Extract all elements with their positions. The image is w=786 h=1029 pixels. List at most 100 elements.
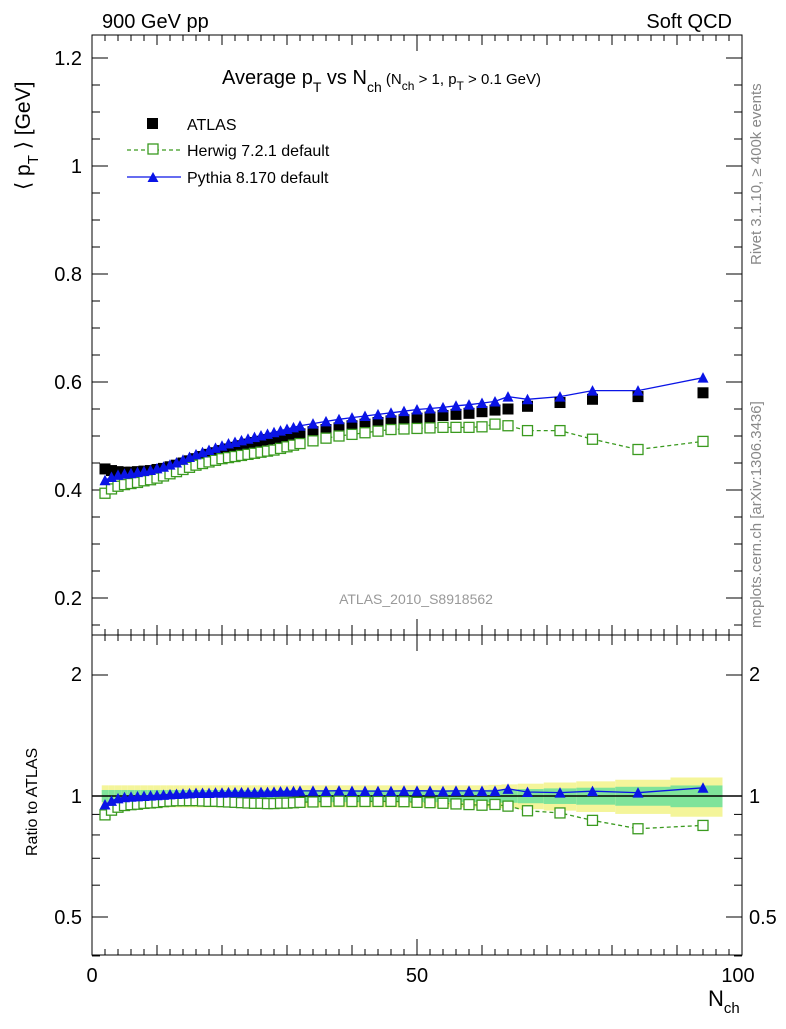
pythia-ratio-point	[697, 782, 709, 793]
pythia-ratio-point	[463, 785, 475, 796]
y-axis-label-close: ⟩ [GeV]	[12, 82, 35, 156]
y-axis-label: ⟨ pT ⟩ [GeV]	[12, 82, 42, 190]
herwig-point	[411, 422, 423, 435]
pythia-point	[99, 474, 111, 486]
herwig-point	[476, 421, 488, 433]
herwig-point	[632, 443, 644, 456]
herwig-point	[398, 423, 410, 435]
x-tick-label: 0	[86, 965, 97, 987]
legend-herwig-marker	[147, 143, 159, 155]
atlas-point	[223, 443, 234, 455]
atlas-point	[587, 393, 598, 405]
title-cond-sub2: T	[457, 79, 465, 93]
herwig-point	[697, 435, 709, 448]
pythia-ratio-point	[587, 785, 598, 797]
herwig-point	[346, 428, 358, 441]
title-cond-open: (N	[382, 71, 402, 88]
title-main: Average p	[222, 67, 313, 89]
atlas-point	[502, 403, 514, 415]
title-cond-close: > 0.1 GeV)	[464, 71, 541, 88]
chart-title: Average pT vs Nch (Nch > 1, pT > 0.1 GeV…	[222, 67, 541, 95]
pythia-ratio-point	[372, 785, 384, 797]
legend-atlas-marker	[147, 118, 158, 129]
herwig-ratio-point	[411, 796, 423, 808]
pythia-ratio-point	[333, 785, 345, 796]
atlas-point	[281, 430, 293, 442]
pythia-point	[476, 397, 488, 409]
pythia-ratio-point	[99, 799, 111, 810]
atlas-point	[255, 435, 267, 447]
herwig-point	[489, 418, 501, 430]
legend-pythia-marker	[147, 172, 159, 182]
atlas-point	[275, 432, 286, 444]
herwig-ratio-point	[450, 798, 462, 810]
pythia-point	[502, 391, 514, 402]
side-label-rivet: Rivet 3.1.10, ≥ 400k events	[748, 83, 765, 265]
header-right: Soft QCD	[646, 11, 732, 33]
x-tick-label: 50	[406, 965, 428, 987]
atlas-point	[632, 391, 644, 403]
title-main-sub: T	[313, 79, 322, 95]
pythia-point	[320, 415, 332, 427]
atlas-point	[411, 412, 423, 424]
herwig-point	[424, 422, 436, 434]
atlas-point	[398, 414, 410, 426]
pythia-ratio-point	[489, 785, 501, 796]
y-axis-label-sub: T	[25, 155, 42, 164]
title-mid-sub: ch	[367, 79, 382, 95]
herwig-point	[450, 421, 462, 434]
header-left: 900 GeV pp	[102, 11, 209, 33]
herwig-ratio-point	[372, 795, 384, 808]
atlas-point	[333, 422, 345, 434]
atlas-point	[697, 387, 709, 399]
pythia-point	[346, 412, 358, 423]
y-axis-label-open: ⟨ p	[12, 164, 35, 190]
ratio-tick-label: 1	[749, 786, 760, 808]
herwig-point	[294, 437, 306, 450]
atlas-point	[450, 408, 462, 420]
atlas-point	[372, 417, 384, 428]
pythia-point	[359, 410, 371, 422]
ratio-tick-label: 0.5	[54, 907, 82, 929]
x-axis-label-main: N	[708, 986, 724, 1011]
ratio-tick-label: 1	[71, 786, 82, 808]
atlas-point	[359, 418, 371, 430]
x-tick-labels: 0 50 100	[86, 965, 754, 987]
atlas-point	[424, 411, 436, 423]
herwig-ratio-point	[502, 800, 514, 812]
title-cond-sub1: ch	[402, 79, 415, 93]
pythia-ratio-point	[502, 783, 514, 794]
ratio-tick-label: 2	[71, 664, 82, 686]
axis-ticks	[91, 35, 743, 957]
pythia-ratio-point	[476, 785, 488, 796]
pythia-point	[333, 413, 345, 425]
herwig-ratio-point	[346, 795, 358, 808]
atlas-point	[489, 404, 501, 416]
atlas-point	[320, 424, 332, 436]
side-label-mcplots: mcplots.cern.ch [arXiv:1306.3436]	[748, 401, 765, 628]
atlas-point	[437, 409, 449, 421]
legend-atlas-label: ATLAS	[187, 117, 237, 134]
atlas-point	[229, 441, 241, 453]
pythia-point	[398, 405, 410, 417]
ratio-tick-labels-right: 0.5 1 2	[749, 664, 777, 929]
y-tick-label: 1	[71, 156, 82, 178]
atlas-point	[236, 440, 247, 452]
pythia-ratio-point	[522, 786, 533, 797]
pythia-point	[294, 420, 306, 431]
herwig-ratio-point	[489, 798, 501, 811]
x-tick-label: 100	[721, 965, 754, 987]
herwig-ratio-point	[463, 798, 475, 811]
herwig-point	[463, 421, 475, 434]
y-tick-label: 0.2	[54, 588, 82, 610]
pythia-point	[385, 407, 397, 418]
y-tick-labels: 0.2 0.4 0.6 0.8 1 1.2	[54, 48, 82, 610]
y-tick-label: 0.4	[54, 480, 82, 502]
herwig-point	[333, 430, 345, 442]
pythia-point	[450, 400, 462, 411]
pythia-ratio-point	[320, 785, 332, 796]
herwig-ratio-point	[359, 795, 371, 808]
herwig-point	[359, 427, 371, 439]
pythia-point	[307, 418, 319, 429]
pythia-ratio-point	[307, 785, 319, 796]
